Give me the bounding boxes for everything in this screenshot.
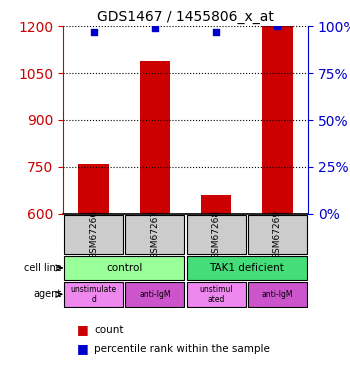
- Text: count: count: [94, 325, 124, 335]
- FancyBboxPatch shape: [248, 282, 307, 307]
- Text: control: control: [106, 263, 142, 273]
- FancyBboxPatch shape: [64, 256, 184, 280]
- Text: ■: ■: [77, 342, 89, 355]
- Text: TAK1 deficient: TAK1 deficient: [209, 263, 284, 273]
- Bar: [201, 195, 231, 214]
- Title: GDS1467 / 1455806_x_at: GDS1467 / 1455806_x_at: [97, 10, 274, 24]
- FancyBboxPatch shape: [187, 282, 245, 307]
- Text: GSM67268: GSM67268: [212, 210, 220, 259]
- Point: [274, 23, 280, 29]
- FancyBboxPatch shape: [64, 214, 123, 254]
- FancyBboxPatch shape: [125, 282, 184, 307]
- Point: [152, 25, 158, 31]
- FancyBboxPatch shape: [125, 214, 184, 254]
- Text: GSM67267: GSM67267: [150, 210, 159, 259]
- Point: [213, 29, 219, 35]
- Text: unstimulate
d: unstimulate d: [71, 285, 117, 304]
- Text: GSM67266: GSM67266: [89, 210, 98, 259]
- Bar: [78, 164, 109, 214]
- Text: unstimul
ated: unstimul ated: [199, 285, 233, 304]
- Bar: [262, 26, 293, 214]
- Text: cell line: cell line: [24, 263, 62, 273]
- Text: ■: ■: [77, 324, 89, 336]
- Point: [91, 29, 97, 35]
- FancyBboxPatch shape: [187, 214, 245, 254]
- Text: GSM67269: GSM67269: [273, 210, 282, 259]
- FancyBboxPatch shape: [248, 214, 307, 254]
- FancyBboxPatch shape: [64, 282, 123, 307]
- Text: anti-IgM: anti-IgM: [139, 290, 171, 299]
- Text: agent: agent: [34, 290, 62, 299]
- FancyBboxPatch shape: [187, 256, 307, 280]
- Text: percentile rank within the sample: percentile rank within the sample: [94, 344, 270, 354]
- Bar: [140, 61, 170, 214]
- Text: anti-IgM: anti-IgM: [261, 290, 293, 299]
